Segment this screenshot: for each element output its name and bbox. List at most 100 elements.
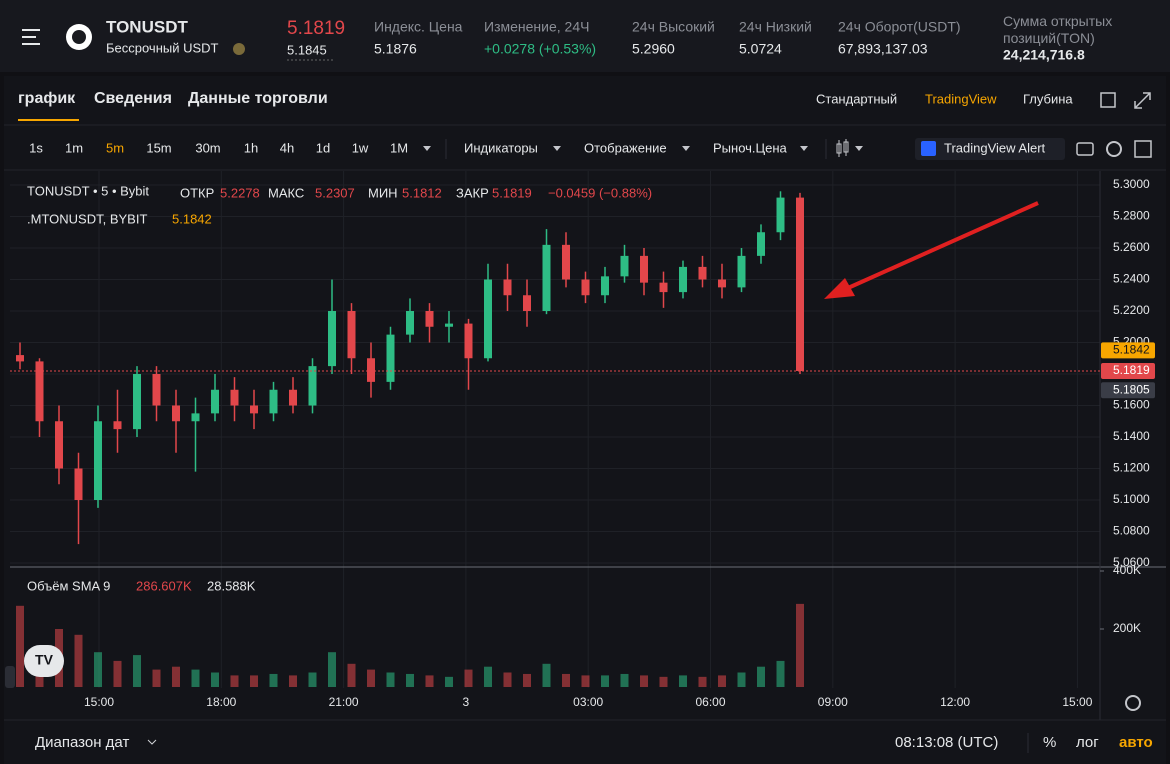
interval-option[interactable]: 1h <box>244 140 258 155</box>
stat-label: Изменение, 24Ч <box>484 19 589 35</box>
candle-body <box>152 374 161 406</box>
candle-body <box>308 366 317 406</box>
candle-body <box>796 197 804 372</box>
interval-option[interactable]: 1m <box>65 140 83 155</box>
interval-option[interactable]: 1s <box>29 140 43 155</box>
dropdown-arrow[interactable] <box>855 146 863 151</box>
view-option[interactable]: TradingView <box>925 91 997 106</box>
layout-icon[interactable] <box>1100 92 1116 108</box>
volume-bar <box>718 675 726 687</box>
interval-option[interactable]: 1d <box>316 140 330 155</box>
candle-body <box>542 244 551 311</box>
indicators-button[interactable]: Индикаторы <box>464 140 538 155</box>
volume-bar <box>737 672 746 687</box>
dropdown-arrow[interactable] <box>682 146 690 151</box>
candle-body <box>601 276 609 296</box>
price-type-button[interactable]: Рыноч.Цена <box>713 140 788 155</box>
legend-close-label: ЗАКР <box>456 185 489 200</box>
volume-bar <box>113 660 122 687</box>
fullscreen-icon[interactable] <box>1134 92 1151 109</box>
camera-icon[interactable] <box>1076 142 1094 156</box>
interval-option[interactable]: 1M <box>390 140 408 155</box>
volume-bar <box>542 663 551 687</box>
settings-icon[interactable] <box>1106 141 1122 157</box>
candle-body <box>679 266 687 293</box>
interval-option[interactable]: 5m <box>106 140 124 155</box>
view-option[interactable]: Глубина <box>1023 91 1073 106</box>
legend-open-label: ОТКР <box>180 185 214 200</box>
candle-body <box>484 279 492 359</box>
interval-option[interactable]: 1w <box>352 140 369 155</box>
log-toggle[interactable]: лог <box>1076 734 1099 751</box>
volume-bar <box>347 663 356 687</box>
volume-tick-label: 200K <box>1113 621 1141 635</box>
volume-bar <box>406 673 414 687</box>
alert-icon <box>921 141 936 156</box>
volume-bar <box>386 672 395 687</box>
dropdown-arrow[interactable] <box>423 146 431 151</box>
alert-button[interactable] <box>915 138 1065 160</box>
y-tick-label: 5.3000 <box>1113 177 1150 191</box>
stat-label: Индекс. Цена <box>374 19 463 35</box>
axis-settings-icon[interactable] <box>1125 695 1141 711</box>
volume-bar <box>445 676 453 687</box>
interval-option[interactable]: 15m <box>146 140 171 155</box>
display-button[interactable]: Отображение <box>584 140 667 155</box>
mark-price: 5.1845 <box>287 42 327 57</box>
y-tick-label: 5.2400 <box>1113 272 1150 286</box>
auto-toggle[interactable]: авто <box>1119 734 1153 751</box>
time-tick-label: 15:00 <box>1062 695 1092 709</box>
tab[interactable]: Данные торговли <box>188 90 328 107</box>
info-icon[interactable] <box>233 43 245 55</box>
annotation-arrow <box>847 201 1039 290</box>
dropdown-arrow[interactable] <box>147 739 157 745</box>
legend-low-label: МИН <box>368 185 398 200</box>
date-range[interactable]: Диапазон дат <box>35 734 129 751</box>
symbol: TONUSDT <box>106 17 188 36</box>
dropdown-arrow[interactable] <box>553 146 561 151</box>
y-tick-label: 5.1400 <box>1113 429 1150 443</box>
volume-bar <box>640 675 648 687</box>
candle-body <box>113 421 122 430</box>
side-toggle[interactable] <box>5 666 15 688</box>
candle-body <box>250 405 258 414</box>
candle-body <box>386 334 395 382</box>
volume-bar <box>796 603 804 687</box>
alert-label[interactable]: TradingView Alert <box>944 140 1046 155</box>
y-tick-label: 5.0600 <box>1113 555 1150 569</box>
interval-option[interactable]: 30m <box>195 140 220 155</box>
volume-bar <box>367 669 375 687</box>
candle-body <box>191 413 200 422</box>
time-tick-label: 15:00 <box>84 695 114 709</box>
stat-value: +0.0278 (+0.53%) <box>484 41 596 57</box>
candle-body <box>581 279 590 296</box>
tab[interactable]: Сведения <box>94 90 172 107</box>
legend-close: 5.1819 <box>492 185 532 200</box>
view-option[interactable]: Стандартный <box>816 91 897 106</box>
stat-value: 5.0724 <box>739 41 782 57</box>
time-tick-label: 06:00 <box>695 695 725 709</box>
candle-body <box>523 295 531 311</box>
interval-option[interactable]: 4h <box>280 140 294 155</box>
tradingview-logo[interactable] <box>24 645 64 677</box>
tab[interactable]: график <box>18 90 76 107</box>
candle-body <box>35 361 44 422</box>
volume-bar <box>308 672 317 687</box>
clock: 08:13:08 (UTC) <box>895 734 998 751</box>
tradingview-logo-mark: TV <box>35 652 54 668</box>
expand-icon[interactable] <box>1134 140 1152 158</box>
candle-body <box>55 421 63 469</box>
candle-body <box>659 282 668 293</box>
candle-type-icon[interactable] <box>836 139 849 157</box>
menu-icon[interactable] <box>22 29 40 45</box>
candle-body <box>289 389 297 406</box>
open-interest-label: Сумма открытых позиций(TON) <box>1003 13 1113 46</box>
candle-body <box>133 374 141 430</box>
candle-body <box>698 266 707 280</box>
volume-bar <box>523 673 531 687</box>
volume-bar <box>601 675 609 687</box>
dropdown-arrow[interactable] <box>800 146 808 151</box>
percent-toggle[interactable]: % <box>1043 734 1056 751</box>
